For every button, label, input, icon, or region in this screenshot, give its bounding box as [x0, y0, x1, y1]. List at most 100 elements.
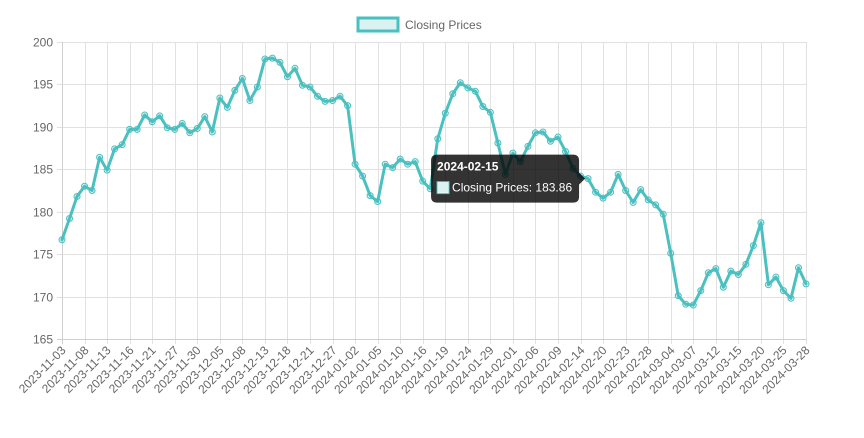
data-point[interactable] — [148, 118, 156, 126]
data-point[interactable] — [111, 145, 119, 153]
data-point[interactable] — [216, 94, 224, 102]
data-point[interactable] — [449, 90, 457, 98]
data-point[interactable] — [599, 194, 607, 202]
data-point[interactable] — [652, 201, 660, 209]
data-point[interactable] — [223, 103, 231, 111]
data-point[interactable] — [141, 111, 149, 119]
data-point[interactable] — [193, 125, 201, 133]
data-point[interactable] — [261, 55, 269, 63]
data-point[interactable] — [592, 188, 600, 196]
data-point[interactable] — [268, 54, 276, 62]
data-point[interactable] — [351, 160, 359, 168]
data-point[interactable] — [434, 135, 442, 143]
data-point[interactable] — [231, 86, 239, 94]
data-point[interactable] — [419, 177, 427, 185]
data-point[interactable] — [291, 64, 299, 72]
data-point[interactable] — [163, 124, 171, 132]
data-point[interactable] — [156, 112, 164, 120]
data-point[interactable] — [73, 192, 81, 200]
data-point[interactable] — [779, 287, 787, 295]
data-point[interactable] — [336, 92, 344, 100]
data-point[interactable] — [471, 87, 479, 95]
data-point[interactable] — [381, 160, 389, 168]
data-point[interactable] — [727, 267, 735, 275]
data-point[interactable] — [441, 109, 449, 117]
data-point[interactable] — [276, 58, 284, 66]
data-point[interactable] — [456, 79, 464, 87]
data-point[interactable] — [96, 153, 104, 161]
tooltip-label: Closing Prices: 183.86 — [452, 181, 572, 195]
data-point[interactable] — [531, 129, 539, 137]
data-point[interactable] — [554, 133, 562, 141]
tooltip-swatch — [436, 181, 450, 195]
data-point[interactable] — [524, 142, 532, 150]
data-point[interactable] — [486, 108, 494, 116]
data-point[interactable] — [697, 287, 705, 295]
data-point[interactable] — [329, 97, 337, 105]
data-point[interactable] — [171, 125, 179, 133]
data-point[interactable] — [667, 249, 675, 257]
data-point[interactable] — [246, 97, 254, 105]
data-point[interactable] — [539, 128, 547, 136]
data-point[interactable] — [404, 160, 412, 168]
tooltip-background — [431, 154, 586, 203]
legend-label[interactable]: Closing Prices — [405, 18, 482, 32]
data-point[interactable] — [178, 119, 186, 127]
data-point[interactable] — [58, 236, 66, 244]
data-point[interactable] — [411, 158, 419, 166]
data-point[interactable] — [366, 192, 374, 200]
data-point[interactable] — [584, 175, 592, 183]
data-point[interactable] — [546, 137, 554, 145]
data-point[interactable] — [607, 188, 615, 196]
data-point[interactable] — [712, 265, 720, 273]
data-point[interactable] — [674, 292, 682, 300]
data-point[interactable] — [644, 196, 652, 204]
data-point[interactable] — [622, 187, 630, 194]
data-point[interactable] — [66, 215, 74, 222]
data-point[interactable] — [659, 210, 667, 218]
data-point[interactable] — [118, 141, 126, 149]
data-point[interactable] — [186, 129, 194, 137]
data-point[interactable] — [314, 92, 322, 100]
data-point[interactable] — [742, 260, 750, 268]
data-point[interactable] — [764, 281, 772, 289]
data-point[interactable] — [374, 198, 382, 206]
data-point[interactable] — [772, 273, 780, 281]
data-point[interactable] — [126, 125, 134, 133]
data-point[interactable] — [704, 269, 712, 277]
data-point[interactable] — [103, 166, 111, 174]
legend[interactable]: Closing Prices — [356, 16, 482, 33]
data-point[interactable] — [283, 73, 291, 81]
data-point[interactable] — [359, 172, 367, 180]
data-point[interactable] — [734, 271, 742, 279]
data-point[interactable] — [238, 74, 246, 82]
data-point[interactable] — [201, 113, 209, 121]
data-point[interactable] — [689, 301, 697, 309]
data-point[interactable] — [637, 186, 645, 194]
data-point[interactable] — [749, 242, 757, 250]
data-point[interactable] — [389, 164, 397, 172]
data-point[interactable] — [253, 83, 261, 91]
data-point[interactable] — [464, 84, 472, 92]
data-point[interactable] — [321, 97, 329, 105]
data-point[interactable] — [562, 147, 570, 155]
data-point[interactable] — [802, 280, 810, 288]
data-point[interactable] — [787, 294, 795, 302]
data-point[interactable] — [629, 198, 637, 206]
data-point[interactable] — [682, 300, 690, 308]
data-point[interactable] — [208, 128, 216, 136]
legend-swatch[interactable] — [356, 16, 400, 33]
data-point[interactable] — [133, 125, 141, 133]
data-point[interactable] — [81, 182, 89, 190]
data-point[interactable] — [298, 81, 306, 89]
data-point[interactable] — [494, 139, 502, 147]
data-point[interactable] — [757, 219, 765, 227]
data-point[interactable] — [794, 264, 802, 272]
data-point[interactable] — [344, 102, 352, 110]
data-point[interactable] — [614, 170, 622, 178]
data-point[interactable] — [719, 283, 727, 291]
data-point[interactable] — [396, 155, 404, 163]
data-point[interactable] — [479, 102, 487, 110]
data-point[interactable] — [88, 187, 96, 194]
data-point[interactable] — [306, 83, 314, 91]
